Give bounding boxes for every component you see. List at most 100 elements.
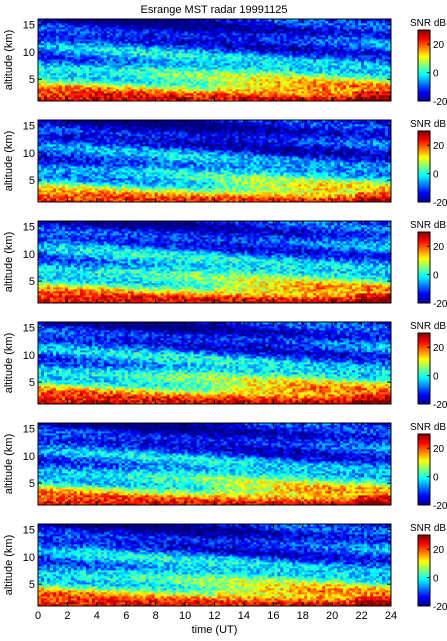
heatmap-cell [149,73,152,75]
heatmap-cell [277,51,280,53]
heatmap-cell [107,21,110,23]
heatmap-cell [182,89,185,91]
heatmap-cell [274,23,277,25]
heatmap-cell [113,67,116,69]
heatmap-cell [352,63,355,65]
heatmap-cell [310,61,313,63]
heatmap-cell [247,39,250,41]
heatmap-cell [83,83,86,85]
heatmap-cell [307,77,310,79]
heatmap-cell [280,25,283,27]
heatmap-cell [292,85,295,87]
heatmap-cell [50,87,53,89]
heatmap-cell [310,45,313,47]
heatmap-cell [256,47,259,49]
heatmap-cell [370,97,373,99]
heatmap-cell [125,83,128,85]
heatmap-cell [220,43,223,45]
heatmap-cell [319,75,322,77]
heatmap-cell [146,31,149,33]
heatmap-cell [149,91,152,93]
heatmap-cell [152,27,155,29]
heatmap-cell [128,93,131,95]
heatmap-cell [346,49,349,51]
heatmap-cell [182,85,185,87]
heatmap-cell [259,91,262,93]
heatmap-cell [265,45,268,47]
heatmap-cell [164,59,167,61]
heatmap-cell [161,95,164,97]
heatmap-cell [152,93,155,95]
heatmap-cell [152,67,155,69]
heatmap-cell [364,63,367,65]
heatmap-cell [337,93,340,95]
heatmap-cell [238,41,241,43]
heatmap-cell [301,59,304,61]
heatmap-cell [119,73,122,75]
heatmap-cell [313,21,316,23]
heatmap-cell [146,53,149,55]
heatmap-cell [259,83,262,85]
heatmap-cell [226,61,229,63]
heatmap-cell [53,91,56,93]
heatmap-cell [289,25,292,27]
heatmap-cell [382,97,385,99]
heatmap-cell [307,51,310,53]
heatmap-cell [65,33,68,35]
heatmap-cell [68,61,71,63]
heatmap-cell [77,57,80,59]
heatmap-cell [295,31,298,33]
heatmap-cell [191,33,194,35]
heatmap-cell [83,33,86,35]
heatmap-cell [373,71,376,73]
heatmap-cell [292,29,295,31]
heatmap-cell [128,91,131,93]
heatmap-cell [256,79,259,81]
heatmap-cell [241,53,244,55]
heatmap-cell [349,67,352,69]
heatmap-cell [155,47,158,49]
heatmap-cell [283,61,286,63]
heatmap-cell [197,97,200,99]
heatmap-cell [385,61,388,63]
heatmap-cell [140,55,143,57]
heatmap-cell [122,39,125,41]
heatmap-cell [253,51,256,53]
heatmap-cell [265,41,268,43]
heatmap-cell [41,53,44,55]
heatmap-cell [44,39,47,41]
heatmap-cell [364,25,367,27]
heatmap-cell [280,55,283,57]
heatmap-cell [280,79,283,81]
heatmap-cell [74,35,77,37]
heatmap-cell [301,33,304,35]
heatmap-cell [203,59,206,61]
heatmap-cell [376,25,379,27]
heatmap-cell [101,67,104,69]
heatmap-cell [358,85,361,87]
heatmap-cell [77,91,80,93]
heatmap-cell [179,21,182,23]
heatmap-cell [89,87,92,89]
heatmap-cell [209,29,212,31]
heatmap-cell [361,27,364,29]
heatmap-cell [355,81,358,83]
heatmap-cell [155,81,158,83]
heatmap-cell [379,31,382,33]
heatmap-cell [385,21,388,23]
heatmap-cell [304,83,307,85]
heatmap-cell [200,31,203,33]
heatmap-cell [358,43,361,45]
heatmap-cell [212,27,215,29]
heatmap-cell [200,21,203,23]
heatmap-cell [65,73,68,75]
heatmap-cell [241,83,244,85]
heatmap-cell [289,97,292,99]
heatmap-cell [361,69,364,71]
heatmap-cell [194,27,197,29]
heatmap-cell [217,31,220,33]
heatmap-cell [292,61,295,63]
heatmap-cell [185,49,188,51]
heatmap-cell [223,21,226,23]
heatmap-cell [116,33,119,35]
